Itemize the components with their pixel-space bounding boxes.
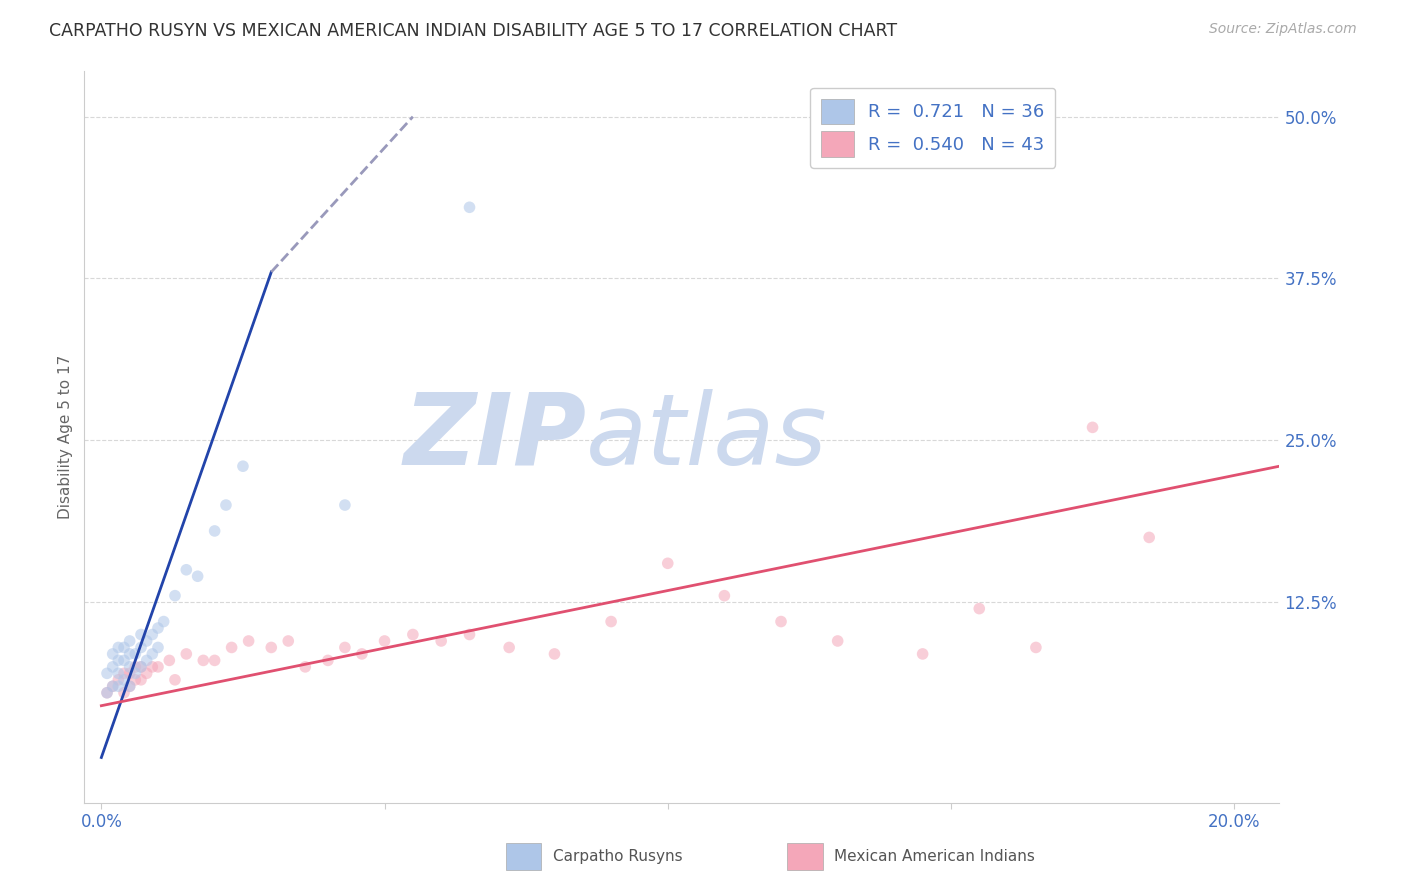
Text: Source: ZipAtlas.com: Source: ZipAtlas.com: [1209, 22, 1357, 37]
Point: [135, 666, 157, 681]
Text: Carpatho Rusyns: Carpatho Rusyns: [553, 849, 682, 863]
Point: [124, 660, 146, 674]
Point: [769, 615, 792, 629]
Text: atlas: atlas: [586, 389, 828, 485]
Point: [1081, 420, 1104, 434]
Point: [107, 679, 129, 693]
Point: [333, 498, 356, 512]
Point: [187, 569, 209, 583]
Point: [124, 673, 146, 687]
Point: [176, 647, 198, 661]
Point: [232, 459, 254, 474]
Point: [157, 653, 180, 667]
Point: [141, 660, 163, 674]
Point: [101, 679, 124, 693]
Point: [713, 589, 735, 603]
Point: [112, 653, 135, 667]
Point: [129, 640, 152, 655]
Point: [967, 601, 990, 615]
Point: [112, 686, 135, 700]
Point: [430, 634, 453, 648]
Point: [118, 679, 141, 693]
Point: [118, 634, 141, 648]
Point: [141, 647, 163, 661]
Point: [118, 679, 141, 693]
Legend: R =  0.721   N = 36, R =  0.540   N = 43: R = 0.721 N = 36, R = 0.540 N = 43: [810, 87, 1056, 168]
Point: [135, 634, 157, 648]
Point: [163, 673, 186, 687]
Point: [135, 653, 157, 667]
Point: [112, 666, 135, 681]
Text: ZIP: ZIP: [404, 389, 586, 485]
Point: [543, 647, 565, 661]
Point: [112, 673, 135, 687]
Text: Mexican American Indians: Mexican American Indians: [834, 849, 1035, 863]
Point: [107, 653, 129, 667]
Y-axis label: Disability Age 5 to 17: Disability Age 5 to 17: [58, 355, 73, 519]
Point: [193, 653, 215, 667]
Point: [458, 627, 481, 641]
Point: [1137, 530, 1160, 544]
Point: [402, 627, 425, 641]
Point: [238, 634, 260, 648]
Point: [152, 615, 174, 629]
Point: [118, 647, 141, 661]
Point: [215, 498, 238, 512]
Point: [204, 524, 226, 538]
Point: [107, 640, 129, 655]
Point: [96, 666, 118, 681]
Point: [458, 200, 481, 214]
Point: [350, 647, 373, 661]
Point: [221, 640, 243, 655]
Point: [498, 640, 520, 655]
Point: [129, 673, 152, 687]
Point: [146, 660, 169, 674]
Point: [204, 653, 226, 667]
Point: [374, 634, 396, 648]
Point: [294, 660, 316, 674]
Point: [124, 647, 146, 661]
Point: [129, 660, 152, 674]
Point: [657, 557, 679, 571]
Point: [600, 615, 623, 629]
Point: [827, 634, 849, 648]
Point: [333, 640, 356, 655]
Point: [316, 653, 339, 667]
Point: [176, 563, 198, 577]
Point: [118, 666, 141, 681]
Point: [911, 647, 934, 661]
Point: [112, 640, 135, 655]
Point: [101, 679, 124, 693]
Point: [146, 621, 169, 635]
Point: [141, 627, 163, 641]
Point: [107, 666, 129, 681]
Point: [129, 627, 152, 641]
Point: [96, 686, 118, 700]
Point: [101, 660, 124, 674]
Point: [1025, 640, 1047, 655]
Point: [163, 589, 186, 603]
Point: [146, 640, 169, 655]
Point: [96, 686, 118, 700]
Point: [118, 660, 141, 674]
Point: [260, 640, 283, 655]
Point: [277, 634, 299, 648]
Point: [101, 647, 124, 661]
Point: [107, 673, 129, 687]
Point: [129, 660, 152, 674]
Point: [124, 666, 146, 681]
Text: CARPATHO RUSYN VS MEXICAN AMERICAN INDIAN DISABILITY AGE 5 TO 17 CORRELATION CHA: CARPATHO RUSYN VS MEXICAN AMERICAN INDIA…: [49, 22, 897, 40]
